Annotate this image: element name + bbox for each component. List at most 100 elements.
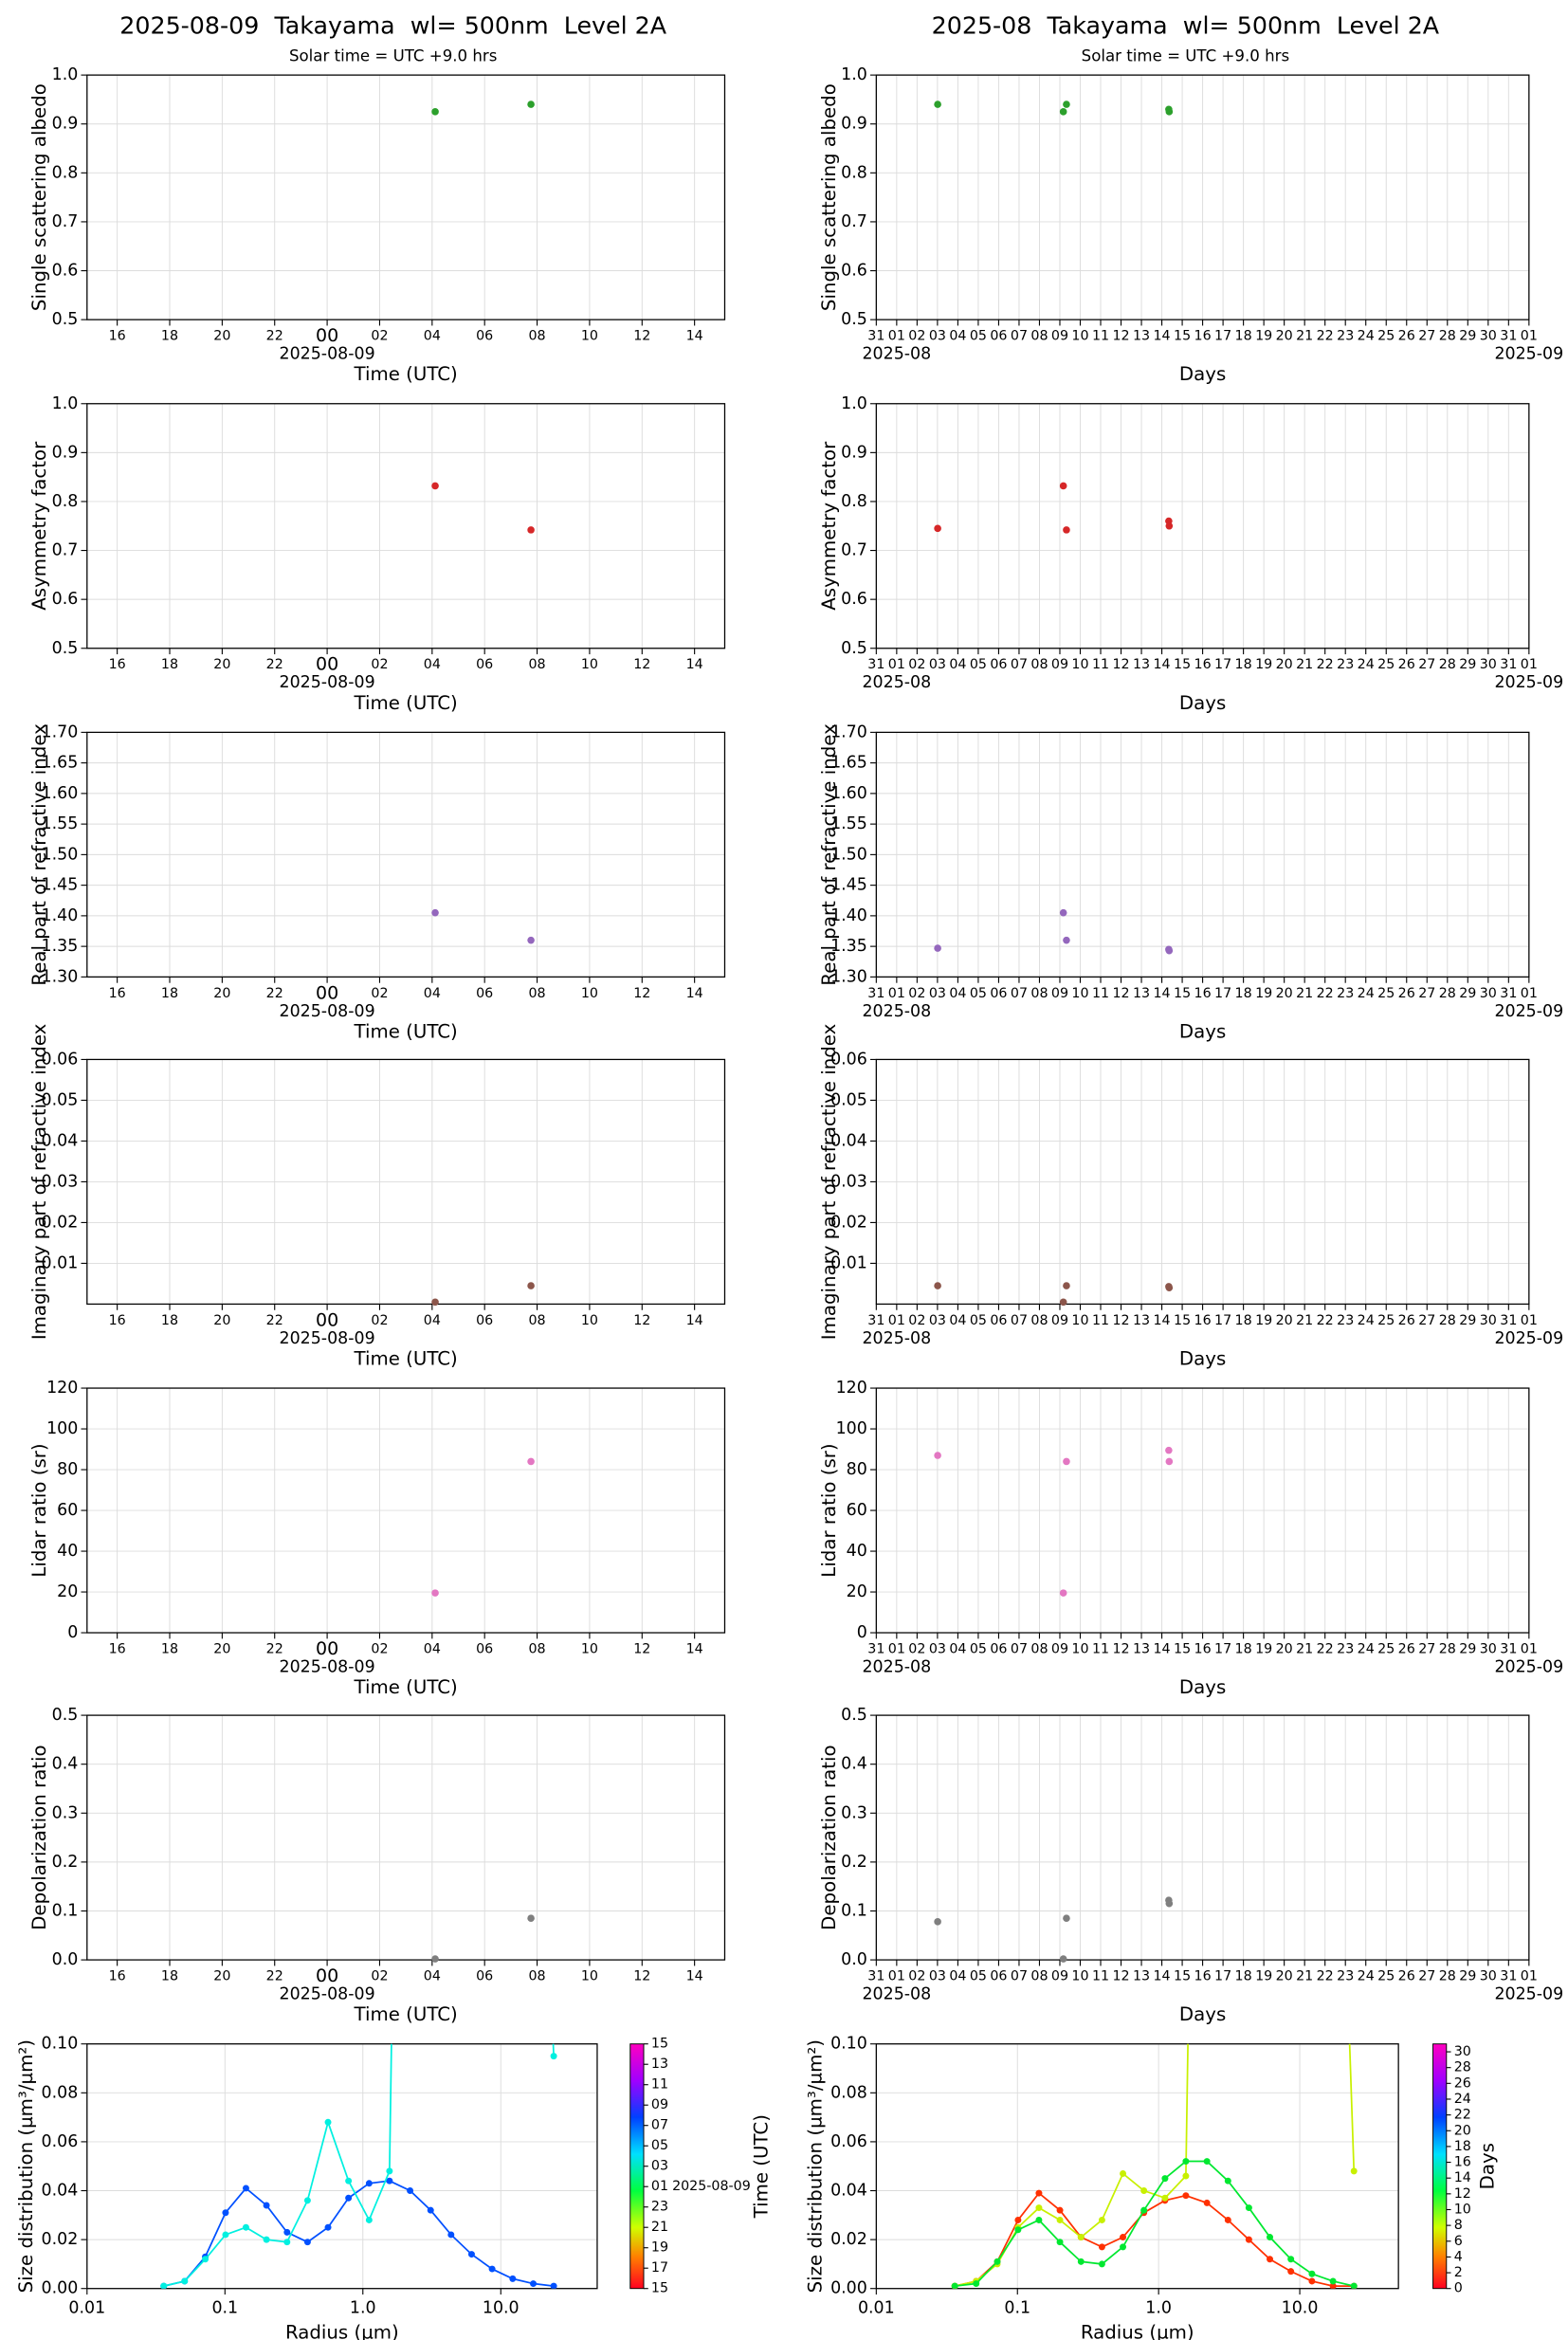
data-point [431,1955,439,1963]
x-tick-label: 26 [1398,657,1415,672]
colorbar-tick-label: 15 [651,2037,668,2052]
x-tick-label: 08 [1030,657,1048,672]
data-point [1140,2187,1148,2194]
data-point [1120,2169,1127,2177]
y-tick-label: 0.5 [52,310,79,329]
y-tick-label: 0.4 [841,1755,867,1774]
data-point [1063,936,1070,944]
data-point [407,817,413,824]
chart-subtitle: Solar time = UTC +9.0 hrs [289,47,497,65]
x-tick-label: 06 [476,1641,493,1656]
x-tick-label: 01 [888,329,905,344]
x-tick-label: 16 [1194,1641,1212,1656]
plot-frame [86,403,726,649]
x-tick-label: 04 [424,986,441,1001]
data-point [1059,482,1067,490]
data-point [386,2177,393,2185]
plot-frame [875,74,1530,320]
y-tick-label: 1.65 [42,754,79,773]
data-point [1059,1955,1067,1963]
colorbar-tick-label: 15 [651,2281,668,2296]
x-tick-label: 14 [686,329,703,344]
x-tick-label: 10 [1071,986,1088,1001]
x-tick-label: 13 [1133,986,1150,1001]
x-tick-label: 22 [1317,1968,1334,1984]
x-tick-label: 12 [633,1641,650,1656]
y-tick-label: 0.02 [830,2230,867,2249]
x-tick-label: 15 [1174,657,1191,672]
x-tick-label: 06 [476,657,493,672]
y-axis-label: Asymmetry factor [818,441,840,611]
colorbar-label: Time (UTC) [751,2114,773,2219]
x-axis-label: Days [1179,692,1226,714]
x-tick-label: 18 [161,986,178,1001]
y-tick-label: 0.8 [841,163,867,182]
x-tick-label: 27 [1418,1313,1435,1328]
x-tick-label: 19 [1255,1313,1272,1328]
x-tick-label: 14 [686,1641,703,1656]
x-tick-label: 31 [867,986,884,1001]
x-tick-label: 20 [1276,657,1293,672]
x-tick-label: 16 [109,986,126,1001]
x-tick-label: 01 [1521,657,1538,672]
x-tick-sublabel: 2025-09 [1494,673,1563,692]
x-tick-label: 12 [1112,1641,1129,1656]
x-tick-label: 14 [1153,1313,1170,1328]
data-point [222,2231,229,2239]
x-tick-label: 14 [686,986,703,1001]
x-tick-label: 06 [990,1641,1007,1656]
x-tick-label: 00 [316,1309,338,1330]
x-axis-label: Time (UTC) [354,363,458,385]
x-tick-label: 20 [213,329,230,344]
colorbar-tick-label: 11 [651,2077,668,2093]
x-tick-label: 13 [1133,657,1150,672]
data-point [1056,2239,1064,2246]
x-tick-label: 09 [1051,1641,1068,1656]
colorbar-tick-label: 0 [1454,2281,1463,2296]
y-tick-label: 0.3 [841,1803,867,1822]
x-tick-label: 31 [1500,1641,1517,1656]
x-axis-label: Time (UTC) [354,1347,458,1369]
x-tick-label: 07 [1011,1968,1028,1984]
data-point [303,2197,311,2204]
data-point [283,2228,291,2236]
x-tick-label: 13 [1133,329,1150,344]
x-tick-label: 31 [1500,657,1517,672]
data-point [527,101,535,108]
y-axis-label: Size distribution (µm³/µm²) [15,2039,37,2293]
y-axis-label: Size distribution (µm³/µm²) [805,2039,827,2293]
data-point [1063,1914,1070,1923]
x-tick-label: 04 [949,329,966,344]
x-tick-label: 14 [1153,657,1170,672]
x-axis-label: Time (UTC) [354,1676,458,1698]
x-tick-label: 1.0 [350,2298,376,2317]
data-point [428,83,434,90]
x-tick-label: 23 [1337,1313,1354,1328]
colorbar-tick-label: 19 [651,2240,668,2256]
x-tick-label: 19 [1255,329,1272,344]
y-tick-label: 0.7 [841,541,867,560]
data-point [222,2209,229,2217]
x-tick-label: 18 [161,1641,178,1656]
x-axis-label: Days [1179,2003,1226,2025]
x-tick-label: 01 [1521,1313,1538,1328]
x-tick-label: 19 [1255,1968,1272,1984]
y-tick-label: 0.05 [42,1090,79,1109]
data-point [1245,2236,1252,2243]
y-tick-label: 1.0 [52,394,79,413]
x-tick-sublabel: 2025-08-09 [280,1657,375,1676]
x-tick-sublabel: 2025-08-09 [280,1002,375,1021]
x-tick-label: 04 [424,1968,441,1984]
y-axis-label: Single scattering albedo [28,83,50,311]
y-tick-label: 0.00 [830,2279,867,2298]
x-tick-label: 01 [1521,329,1538,344]
data-point [431,482,439,490]
data-point [530,2280,538,2288]
x-tick-label: 02 [908,986,925,1001]
x-tick-label: 18 [161,1968,178,1984]
x-tick-label: 16 [1194,1968,1212,1984]
x-tick-label: 15 [1174,1313,1191,1328]
data-point [345,2177,353,2185]
x-tick-label: 31 [867,1968,884,1984]
x-tick-label: 17 [1214,986,1231,1001]
